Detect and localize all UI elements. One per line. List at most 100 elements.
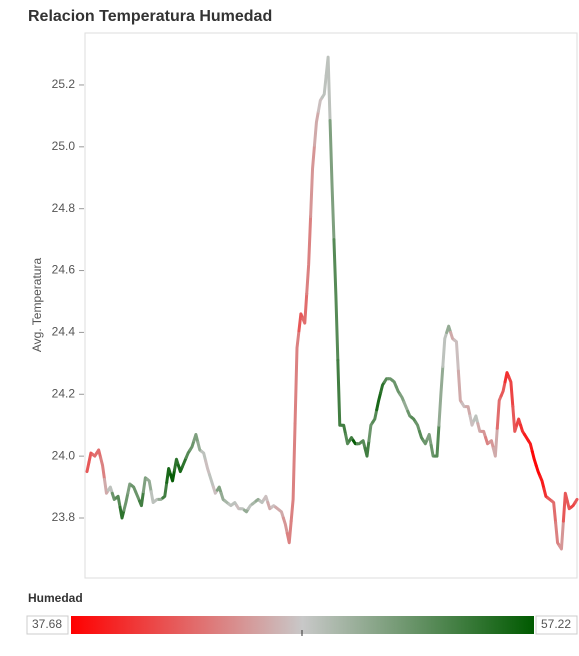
- line-segment: [118, 505, 126, 520]
- y-tick-label: 25.0: [52, 139, 76, 153]
- line-segment: [200, 449, 208, 463]
- line-segment: [503, 371, 511, 384]
- line-segment: [278, 508, 285, 520]
- line-segment: [480, 429, 488, 440]
- line-segment: [176, 463, 184, 474]
- legend-min-box: [26, 615, 69, 635]
- line-segment: [398, 392, 406, 404]
- line-segment: [122, 491, 130, 512]
- legend-bar: [71, 616, 534, 634]
- line-segment: [421, 437, 429, 446]
- line-segment: [130, 484, 138, 494]
- line-segment: [138, 490, 145, 508]
- line-segment: [488, 439, 495, 450]
- line-segment: [573, 497, 579, 505]
- line-segment: [561, 491, 569, 523]
- line-segment: [499, 380, 507, 398]
- line-segment: [511, 405, 519, 433]
- y-tick-label: 24.6: [52, 263, 76, 277]
- line-segment: [208, 473, 215, 489]
- line-segment: [375, 391, 383, 412]
- line-segment: [441, 330, 449, 368]
- line-segment: [437, 364, 445, 427]
- y-tick-label: 25.2: [52, 77, 76, 91]
- line-segment: [145, 477, 153, 494]
- line-segment: [429, 443, 437, 458]
- line-segment: [336, 358, 344, 427]
- line-segment: [85, 460, 91, 474]
- line-segment: [472, 414, 480, 426]
- line-segment: [161, 480, 169, 500]
- line-segment: [554, 521, 561, 548]
- line-segment: [316, 95, 324, 113]
- line-segment: [309, 143, 316, 218]
- line-segment: [169, 468, 176, 483]
- line-segment: [550, 499, 558, 525]
- line-segment: [95, 448, 103, 460]
- line-segment: [515, 417, 523, 427]
- line-segment: [281, 516, 289, 535]
- line-segment: [526, 439, 534, 453]
- line-segment: [390, 378, 398, 389]
- line-segment: [204, 459, 211, 477]
- line-segment: [134, 490, 141, 503]
- line-segment: [464, 405, 472, 418]
- y-tick-label: 24.2: [52, 386, 76, 400]
- line-segment: [332, 238, 340, 362]
- line-segment: [453, 338, 460, 373]
- line-segment: [418, 429, 425, 443]
- line-segment: [285, 519, 293, 545]
- line-segment: [114, 494, 122, 509]
- line-segment: [519, 423, 526, 436]
- line-segment: [262, 494, 270, 505]
- line-segment: [188, 439, 196, 452]
- line-segment: [379, 380, 386, 395]
- legend-max-box: [535, 615, 578, 635]
- chart-title: Relacion Temperatura Humedad: [28, 8, 272, 25]
- line-segment: [534, 463, 542, 478]
- line-segment: [468, 414, 476, 427]
- line-segment: [542, 487, 550, 500]
- line-segment: [363, 439, 371, 458]
- line-segment: [367, 420, 375, 443]
- line-segment: [106, 485, 114, 495]
- line-segment: [340, 423, 348, 436]
- line-segment: [328, 119, 336, 242]
- line-segment: [538, 474, 546, 491]
- line-segment: [433, 423, 441, 458]
- line-segment: [558, 519, 565, 551]
- legend-min: 37.68: [32, 617, 62, 631]
- line-segment: [215, 485, 223, 495]
- line-segment: [301, 292, 309, 325]
- line-segment: [313, 109, 320, 147]
- line-segment: [495, 394, 503, 430]
- line-segment: [180, 456, 188, 469]
- line-segment: [456, 369, 464, 406]
- y-tick-label: 24.8: [52, 201, 76, 215]
- legend-max: 57.22: [541, 617, 571, 631]
- line-segment: [320, 74, 328, 99]
- line-segment: [371, 408, 379, 424]
- line-segment: [414, 420, 421, 433]
- plot-frame: [84, 32, 578, 579]
- line-segment: [402, 400, 410, 413]
- line-segment: [491, 426, 499, 458]
- legend-title: Humedad: [28, 591, 83, 605]
- line-segment: [324, 55, 332, 123]
- line-segment: [530, 449, 538, 467]
- line-segment: [289, 422, 297, 523]
- line-segment: [445, 324, 453, 334]
- y-tick-label: 24.0: [52, 448, 76, 462]
- line-segment: [173, 457, 180, 472]
- y-tick-label: 23.8: [52, 510, 76, 524]
- y-tick-label: 24.4: [52, 325, 76, 339]
- line-segment: [293, 329, 301, 426]
- line-segment: [507, 375, 515, 409]
- line-segment: [359, 439, 367, 450]
- line-segment: [196, 440, 204, 453]
- y-axis-label: Avg. Temperatura: [30, 258, 44, 353]
- line-segment: [425, 432, 433, 447]
- line-segment: [99, 456, 106, 481]
- line-segment: [297, 312, 305, 333]
- line-segment: [305, 214, 313, 296]
